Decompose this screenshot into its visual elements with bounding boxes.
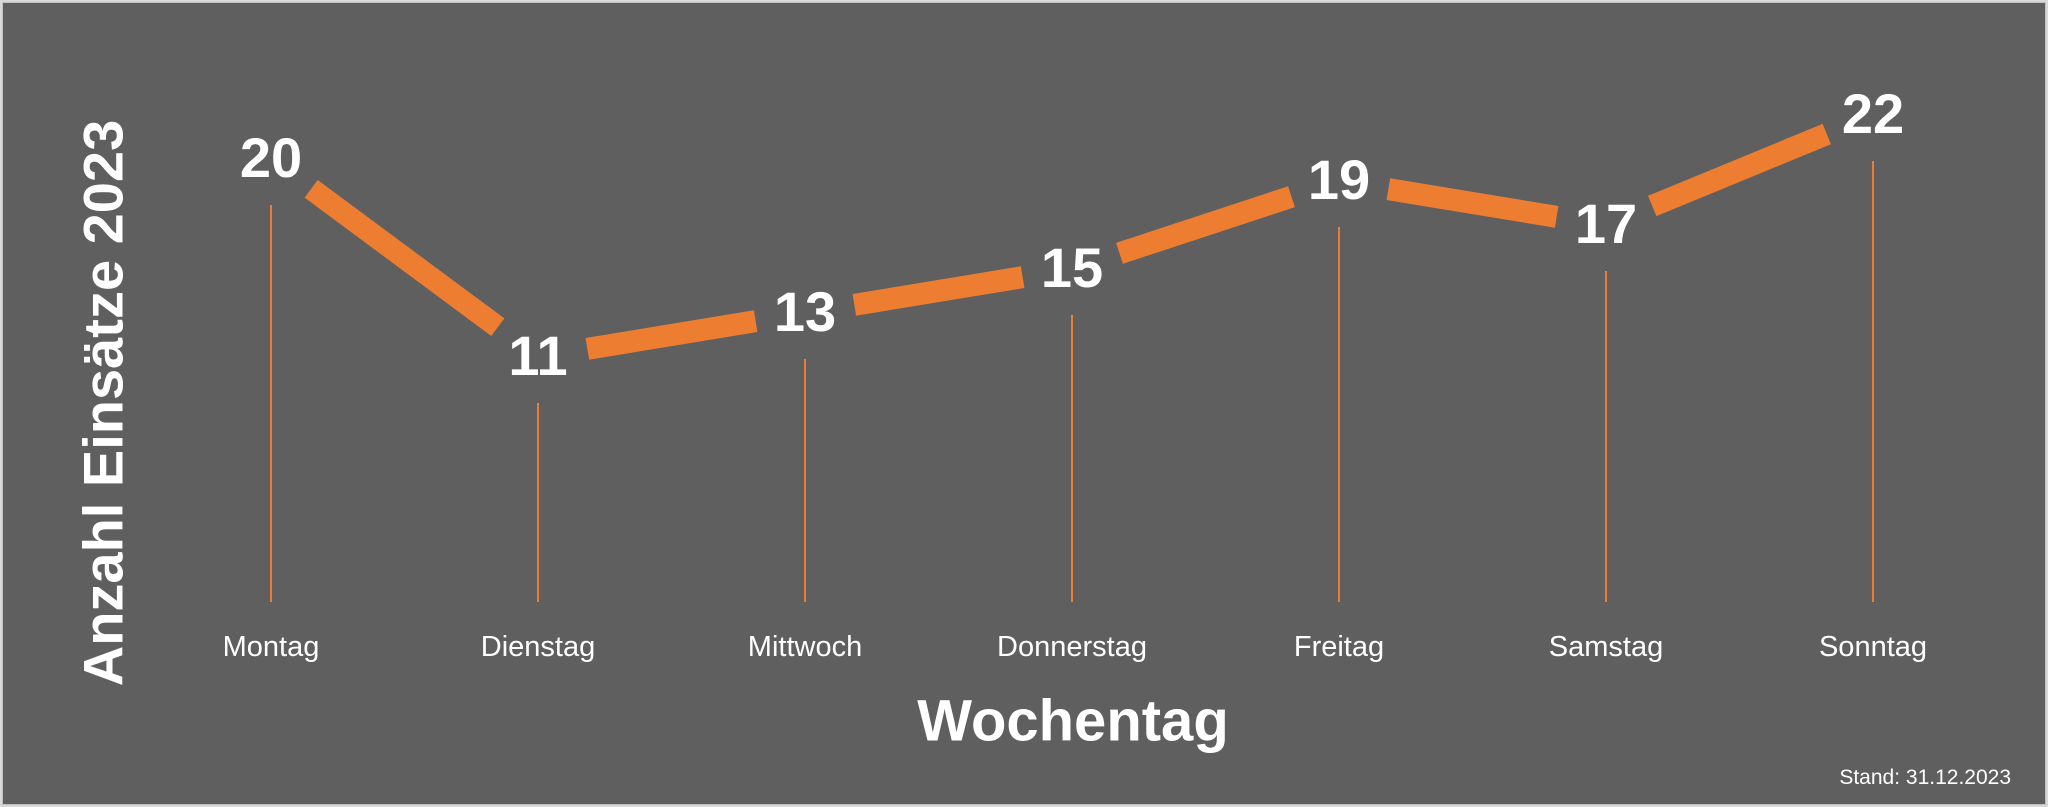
series-segment-2	[585, 310, 758, 360]
x-tick-mittwoch: Mittwoch	[748, 631, 862, 663]
data-label-freitag: 19	[1308, 148, 1370, 211]
x-tick-samstag: Samstag	[1549, 631, 1663, 663]
data-label-donnerstag: 15	[1041, 236, 1103, 299]
series-segment-3	[852, 266, 1025, 316]
stand-date: Stand: 31.12.2023	[1839, 766, 2011, 789]
series-segment-1	[304, 179, 505, 337]
x-tick-sonntag: Sonntag	[1819, 631, 1927, 663]
x-tick-dienstag: Dienstag	[481, 631, 595, 663]
x-axis-title: Wochentag	[917, 688, 1229, 754]
data-label-mittwoch: 13	[774, 280, 836, 343]
data-label-dienstag: 11	[508, 324, 567, 387]
data-label-samstag: 17	[1575, 192, 1637, 255]
data-label-sonntag: 22	[1842, 82, 1904, 145]
series-segment-4	[1116, 186, 1295, 264]
x-tick-freitag: Freitag	[1294, 631, 1384, 663]
chart-plot: 20 11 13 15 19 17 22 Montag Dienstag Mittwoch Don…	[223, 82, 1927, 663]
x-tick-montag: Montag	[223, 631, 320, 663]
x-tick-donnerstag: Donnerstag	[997, 631, 1147, 663]
y-axis-title: Anzahl Einsätze 2023	[71, 119, 135, 687]
series-segment-6	[1648, 123, 1831, 217]
data-label-montag: 20	[240, 126, 302, 189]
series-segment-5	[1386, 178, 1559, 228]
